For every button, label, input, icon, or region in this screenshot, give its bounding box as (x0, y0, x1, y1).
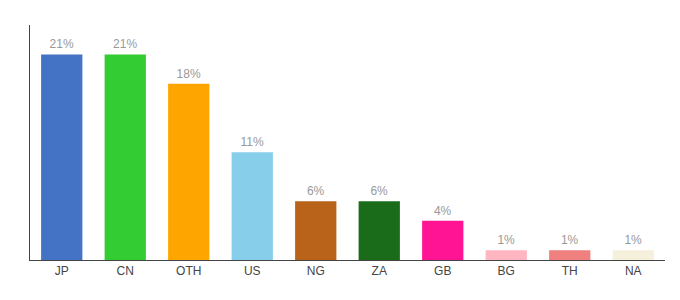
svg-text:GB: GB (434, 264, 451, 278)
svg-text:6%: 6% (370, 184, 388, 198)
svg-text:US: US (244, 264, 261, 278)
svg-text:1%: 1% (561, 233, 579, 247)
svg-text:ZA: ZA (372, 264, 387, 278)
svg-text:BG: BG (498, 264, 515, 278)
svg-text:1%: 1% (624, 233, 642, 247)
svg-text:18%: 18% (177, 67, 201, 81)
svg-text:NG: NG (307, 264, 325, 278)
svg-text:21%: 21% (50, 37, 74, 51)
svg-text:NA: NA (625, 264, 642, 278)
svg-text:11%: 11% (241, 135, 264, 149)
svg-text:1%: 1% (497, 233, 515, 247)
svg-text:CN: CN (117, 264, 134, 278)
svg-text:OTH: OTH (176, 264, 201, 278)
svg-text:JP: JP (55, 264, 69, 278)
svg-text:6%: 6% (307, 184, 325, 198)
svg-text:21%: 21% (113, 37, 137, 51)
svg-text:4%: 4% (434, 204, 452, 218)
svg-text:TH: TH (562, 264, 578, 278)
